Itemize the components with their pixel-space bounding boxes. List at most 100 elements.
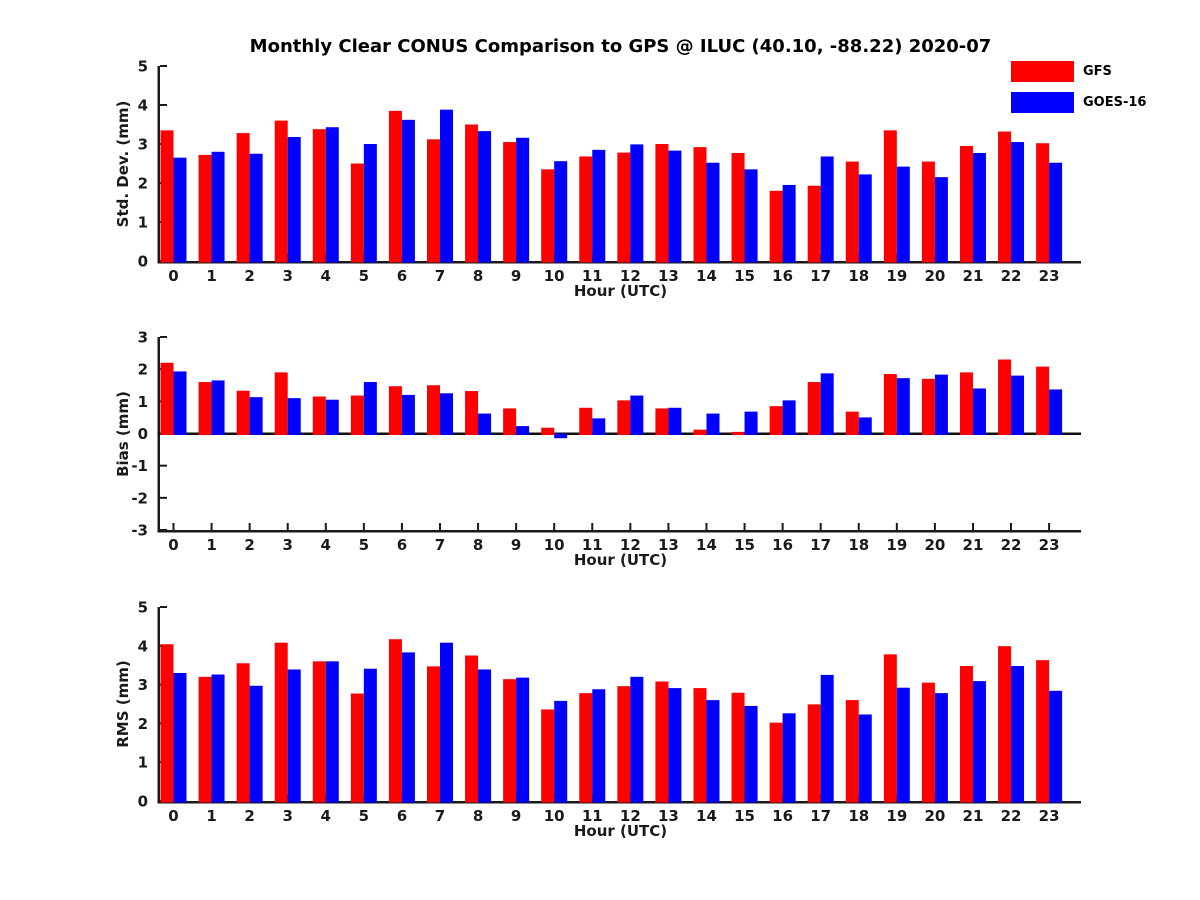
- svg-text:20: 20: [924, 267, 945, 285]
- bar-gfs-h21: [959, 145, 973, 263]
- bar-gfs-h0: [160, 130, 174, 263]
- svg-text:8: 8: [473, 267, 483, 285]
- svg-text:6: 6: [397, 536, 407, 554]
- bar-goes-16-h10: [554, 700, 568, 803]
- bar-goes-16-h15: [744, 411, 758, 435]
- bar-gfs-h5: [350, 395, 364, 435]
- svg-text:-2: -2: [131, 489, 148, 507]
- bar-goes-16-h9: [516, 426, 530, 435]
- bar-goes-16-h0: [173, 371, 187, 435]
- bar-gfs-h9: [503, 142, 517, 263]
- svg-text:2: 2: [138, 715, 148, 733]
- y-axis-label-bias: Bias (mm): [114, 390, 132, 477]
- bar-goes-16-h2: [249, 153, 263, 263]
- svg-text:5: 5: [138, 58, 148, 76]
- svg-text:23: 23: [1039, 807, 1060, 825]
- bar-goes-16-h18: [858, 417, 872, 435]
- svg-text:12: 12: [620, 807, 641, 825]
- bar-goes-16-h9: [516, 137, 530, 263]
- bar-goes-16-h16: [782, 184, 796, 263]
- svg-text:14: 14: [696, 536, 717, 554]
- svg-text:0: 0: [168, 267, 178, 285]
- bar-gfs-h15: [731, 152, 745, 263]
- bar-gfs-h20: [921, 378, 935, 435]
- bar-gfs-h23: [1036, 143, 1050, 263]
- bar-goes-16-h19: [896, 166, 910, 263]
- svg-text:3: 3: [138, 676, 148, 694]
- svg-text:17: 17: [810, 536, 831, 554]
- x-axis-label-middle: Hour (UTC): [573, 551, 668, 569]
- bar-goes-16-h9: [516, 677, 530, 803]
- svg-text:15: 15: [734, 807, 755, 825]
- bar-goes-16-h17: [820, 674, 834, 803]
- svg-text:22: 22: [1001, 267, 1022, 285]
- bar-goes-16-h7: [439, 642, 453, 803]
- bar-goes-16-h20: [934, 374, 948, 435]
- bar-goes-16-h22: [1011, 142, 1025, 263]
- bar-goes-16-h7: [439, 109, 453, 263]
- bar-goes-16-h1: [211, 674, 225, 803]
- bar-goes-16-h14: [706, 162, 720, 263]
- svg-text:11: 11: [582, 536, 603, 554]
- svg-text:3: 3: [282, 267, 292, 285]
- bar-gfs-h6: [388, 386, 402, 435]
- svg-text:-3: -3: [131, 522, 148, 540]
- svg-text:1: 1: [206, 536, 216, 554]
- legend-label-gfs: GFS: [1083, 64, 1112, 79]
- bar-gfs-h11: [579, 407, 593, 435]
- svg-text:11: 11: [582, 807, 603, 825]
- svg-text:10: 10: [544, 267, 565, 285]
- bar-goes-16-h18: [858, 174, 872, 263]
- bar-goes-16-h8: [478, 413, 492, 435]
- bar-gfs-h12: [617, 400, 631, 435]
- svg-text:21: 21: [963, 536, 984, 554]
- svg-text:14: 14: [696, 267, 717, 285]
- bar-goes-16-h17: [820, 373, 834, 435]
- bar-gfs-h10: [541, 709, 555, 803]
- y-axis-label-rms: RMS (mm): [114, 660, 132, 748]
- bar-goes-16-h13: [668, 407, 682, 435]
- svg-text:16: 16: [772, 267, 793, 285]
- svg-text:14: 14: [696, 807, 717, 825]
- legend-entry-goes16: GOES-16: [1011, 92, 1146, 113]
- bar-goes-16-h11: [592, 418, 606, 435]
- bar-goes-16-h6: [401, 119, 415, 263]
- svg-text:19: 19: [886, 807, 907, 825]
- svg-text:9: 9: [511, 536, 521, 554]
- svg-text:22: 22: [1001, 536, 1022, 554]
- svg-text:3: 3: [282, 807, 292, 825]
- svg-text:3: 3: [138, 136, 148, 154]
- bar-goes-16-h12: [630, 676, 644, 803]
- bar-gfs-h17: [807, 185, 821, 263]
- legend: GFS GOES-16: [1011, 61, 1146, 123]
- bar-gfs-h2: [236, 133, 250, 263]
- svg-text:4: 4: [321, 807, 331, 825]
- svg-text:18: 18: [848, 536, 869, 554]
- bar-gfs-h3: [274, 120, 288, 263]
- legend-label-goes16: GOES-16: [1083, 95, 1147, 110]
- bar-gfs-h8: [465, 124, 479, 263]
- bar-gfs-h12: [617, 152, 631, 263]
- svg-text:8: 8: [473, 536, 483, 554]
- bar-gfs-h22: [998, 359, 1012, 435]
- svg-text:4: 4: [321, 536, 331, 554]
- bar-gfs-h19: [883, 130, 897, 263]
- bar-gfs-h13: [655, 408, 669, 435]
- svg-text:6: 6: [397, 267, 407, 285]
- bar-gfs-h1: [198, 676, 212, 803]
- bar-goes-16-h8: [478, 131, 492, 263]
- bar-gfs-h20: [921, 682, 935, 803]
- svg-text:4: 4: [138, 637, 148, 655]
- bar-gfs-h18: [845, 700, 859, 803]
- bar-goes-16-h21: [972, 681, 986, 803]
- bar-gfs-h14: [693, 429, 707, 435]
- bar-goes-16-h19: [896, 687, 910, 803]
- bar-goes-16-h23: [1049, 690, 1063, 803]
- svg-text:23: 23: [1039, 267, 1060, 285]
- bar-gfs-h8: [465, 655, 479, 803]
- svg-text:4: 4: [321, 267, 331, 285]
- svg-text:23: 23: [1039, 536, 1060, 554]
- bar-goes-16-h22: [1011, 375, 1025, 435]
